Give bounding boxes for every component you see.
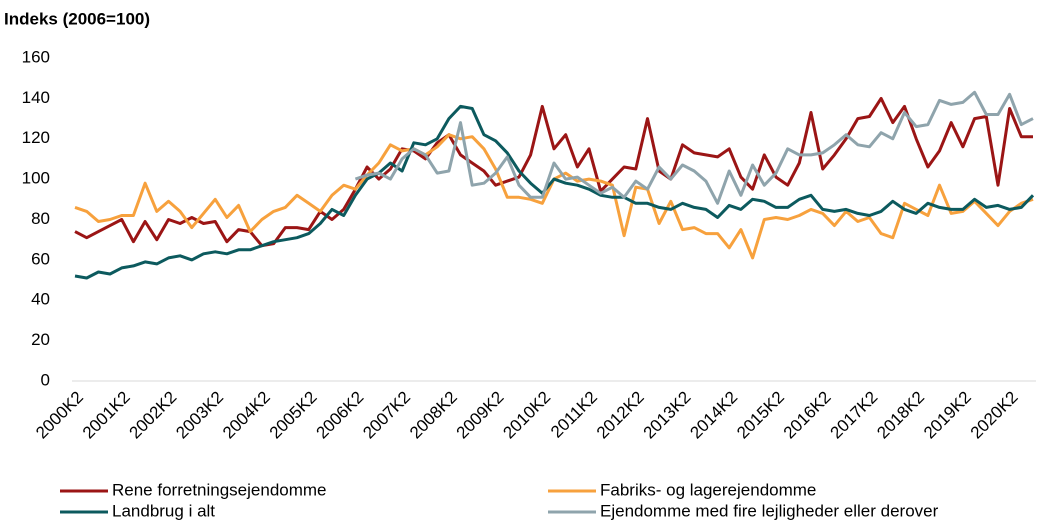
series-line xyxy=(74,104,1035,280)
x-tick-label: 2016K2 xyxy=(780,388,835,443)
x-tick-label: 2002K2 xyxy=(126,388,181,443)
x-tick-label: 2008K2 xyxy=(406,388,461,443)
x-tick-label: 2000K2 xyxy=(32,388,87,443)
legend-label: Ejendomme med fire lejligheder eller der… xyxy=(600,501,939,520)
x-tick-label: 2018K2 xyxy=(873,388,928,443)
legend-label: Rene forretningsejendomme xyxy=(112,480,327,499)
y-tick-label: 60 xyxy=(31,249,50,268)
x-tick-label: 2005K2 xyxy=(266,388,321,443)
x-tick-label: 2019K2 xyxy=(920,388,975,443)
y-tick-label: 20 xyxy=(31,330,50,349)
series-line xyxy=(354,90,1034,205)
legend-label: Landbrug i alt xyxy=(112,501,215,520)
x-tick-label: 2020K2 xyxy=(967,388,1022,443)
x-tick-label: 2015K2 xyxy=(733,388,788,443)
x-tick-label: 2017K2 xyxy=(827,388,882,443)
x-tick-label: 2004K2 xyxy=(219,388,274,443)
series-line xyxy=(74,96,1033,248)
y-tick-label: 40 xyxy=(31,290,50,309)
x-tick-label: 2010K2 xyxy=(499,388,554,443)
legend-label: Fabriks- og lagerejendomme xyxy=(600,480,816,499)
x-tick-label: 2009K2 xyxy=(453,388,508,443)
y-tick-label: 140 xyxy=(22,88,50,107)
chart-title: Indeks (2006=100) xyxy=(4,9,150,28)
y-tick-label: 120 xyxy=(22,128,50,147)
x-tick-label: 2012K2 xyxy=(593,388,648,443)
y-tick-label: 160 xyxy=(22,47,50,66)
series-line xyxy=(74,133,1034,260)
x-tick-label: 2014K2 xyxy=(686,388,741,443)
x-tick-label: 2003K2 xyxy=(172,388,227,443)
x-tick-label: 2007K2 xyxy=(359,388,414,443)
y-tick-label: 100 xyxy=(22,169,50,188)
y-tick-label: 80 xyxy=(31,209,50,228)
x-tick-label: 2013K2 xyxy=(640,388,695,443)
x-tick-label: 2001K2 xyxy=(79,388,134,443)
x-tick-label: 2011K2 xyxy=(547,388,601,442)
x-tick-label: 2006K2 xyxy=(313,388,368,443)
y-tick-label: 0 xyxy=(41,370,50,389)
